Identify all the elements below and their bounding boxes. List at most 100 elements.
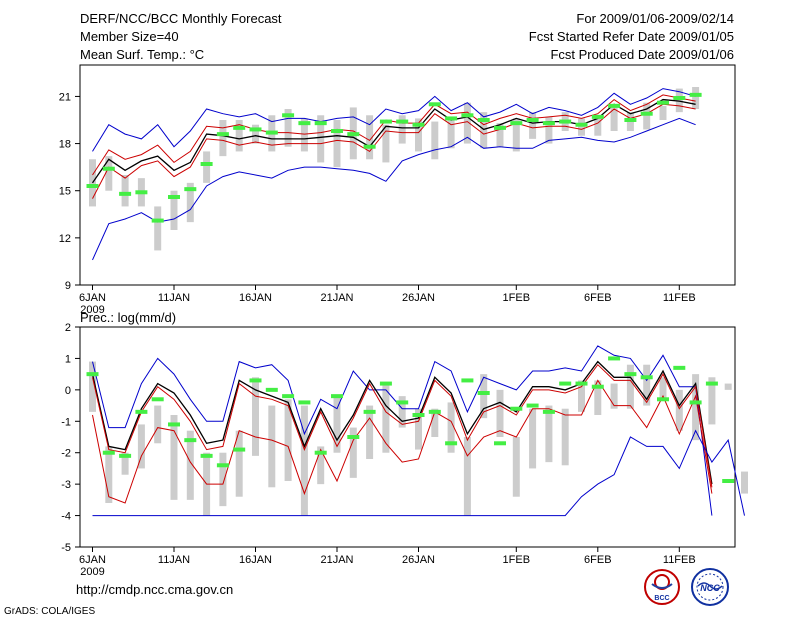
x-tick-label: 26JAN [402,292,435,304]
median-marker [347,132,360,137]
spread-box [463,102,471,144]
median-marker [640,375,653,380]
spread-box [610,383,618,409]
median-marker [184,438,197,443]
spread-box [219,120,227,157]
median-marker [526,118,539,122]
spread-box [431,121,439,160]
median-marker [608,103,621,108]
spread-box [675,88,683,113]
median-marker [640,111,653,116]
median-marker [298,121,311,126]
spread-box [496,123,504,147]
median-marker [428,409,441,414]
spread-box [366,115,374,160]
spread-box [643,102,651,130]
median-marker [396,119,409,124]
y-tick-label: 18 [59,139,71,151]
series-line-p75 [92,363,713,488]
median-marker [249,127,262,132]
spread-box [186,182,194,223]
y-tick-label: 12 [59,233,71,245]
spread-box [594,380,602,415]
spread-box [675,389,683,431]
median-marker [282,113,295,118]
series-line-mean [91,98,696,184]
x-tick-label: 1FEB [503,292,531,304]
median-marker [151,397,164,402]
median-marker [135,190,148,195]
median-marker [379,381,392,386]
series-line-min [92,429,745,517]
chart-title: DERF/NCC/BCC Monthly Forecast [80,11,282,26]
series-line-p25 [92,379,713,504]
spread-box [333,120,341,168]
series-line-min [92,117,696,261]
spread-box [480,374,488,419]
median-marker [510,406,523,411]
spread-box [431,408,439,437]
median-marker [575,122,588,127]
median-marker [216,132,229,137]
bcc-logo-text: BCC [654,595,669,602]
median-marker [428,102,441,107]
x-tick-label: 11FEB [663,554,696,566]
series-line-max [92,88,696,152]
spread-box [300,118,308,152]
spread-box [415,118,422,152]
panel-temperature: 9 12 15 18 21 6JAN 11JAN 16JAN 21JAN 26JAN 1FEB 6FE… [59,64,736,316]
spread-box [578,380,585,412]
spread-box [512,437,520,497]
y-tick-label: -5 [61,542,71,554]
y-tick-label: 21 [59,91,71,103]
y-tick-label: -4 [61,511,71,523]
spread-box [366,405,374,459]
median-marker [510,121,523,126]
median-marker [673,96,686,100]
median-marker [624,372,637,377]
median-marker [689,400,702,405]
ncc-logo: NCC [691,568,729,606]
spread-box [643,364,651,406]
spread-box [203,151,211,183]
median-marker [494,125,506,130]
x-tick-label: 6JAN [79,292,106,304]
median-marker [526,403,539,408]
forecast-started-date: Fcst Started Refer Date 2009/01/05 [528,29,734,44]
grads-credit: GrADS: COLA/IGES [4,606,96,617]
median-marker [331,394,343,399]
median-marker [363,144,376,149]
spread-box [578,118,585,136]
spread-box [186,430,194,500]
y-tick-label: 1 [65,353,71,365]
median-marker [559,381,572,386]
spread-box [415,408,422,450]
median-marker [102,166,115,171]
forecast-produced-date: Fcst Produced Date 2009/01/06 [550,47,734,62]
ncc-logo-text: NCC [700,583,720,593]
median-marker [249,378,262,383]
x-tick-label: 6FEB [584,554,612,566]
spread-box [252,124,259,144]
median-marker [477,391,490,395]
median-marker [314,121,327,126]
spread-box [741,471,748,494]
spread-box [235,120,243,152]
spread-box [496,389,504,437]
median-marker [559,119,572,124]
source-url: http://cmdp.ncc.cma.gov.cn [76,582,234,597]
spread-box [447,402,455,453]
median-marker [86,372,99,377]
spread-box [105,446,113,503]
median-marker [151,218,164,223]
spread-box [284,399,292,481]
median-marker [542,121,555,126]
series-line-p75 [92,94,696,176]
x-tick-label: 16JAN [239,292,272,304]
x-tick-label: 21JAN [320,292,353,304]
spread-box [724,383,732,390]
median-marker [119,453,132,458]
median-marker [119,191,132,196]
series-line-p25 [92,103,696,199]
